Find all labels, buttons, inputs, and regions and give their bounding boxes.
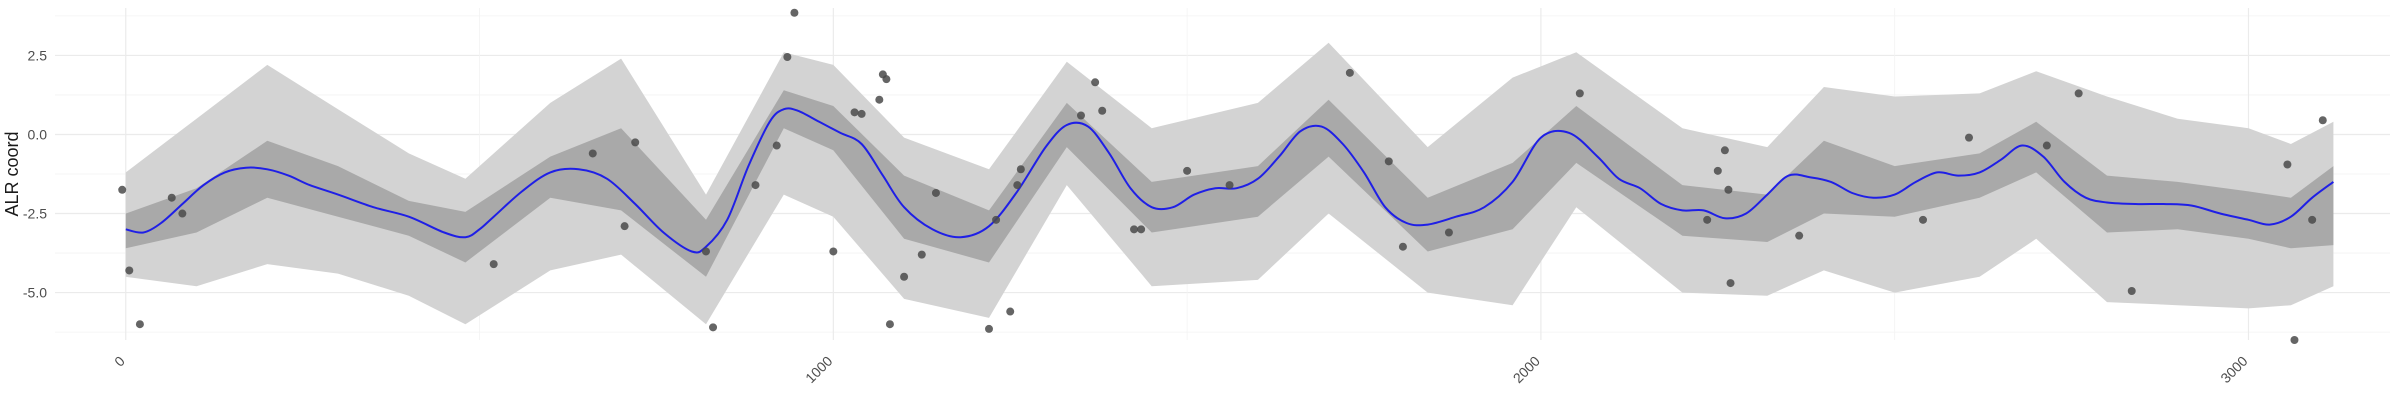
data-point bbox=[1225, 181, 1234, 190]
data-point bbox=[1795, 231, 1804, 240]
data-point bbox=[1013, 181, 1022, 190]
data-point bbox=[875, 95, 884, 104]
data-point bbox=[829, 247, 838, 256]
data-point bbox=[1183, 166, 1192, 175]
data-point bbox=[2127, 286, 2136, 295]
data-point bbox=[118, 185, 127, 194]
data-point bbox=[917, 250, 926, 259]
data-point bbox=[709, 323, 718, 332]
data-point bbox=[167, 193, 176, 202]
data-point bbox=[1384, 157, 1393, 166]
data-point bbox=[631, 138, 640, 147]
x-tick-label: 2000 bbox=[1510, 353, 1543, 386]
data-point bbox=[772, 141, 781, 150]
data-point bbox=[2074, 89, 2083, 98]
data-point bbox=[1091, 78, 1100, 87]
data-point bbox=[2308, 215, 2317, 224]
data-point bbox=[992, 215, 1001, 224]
data-point bbox=[2042, 141, 2051, 150]
data-point bbox=[1720, 146, 1729, 155]
data-points-layer bbox=[118, 8, 2327, 344]
data-point bbox=[1098, 106, 1107, 115]
data-point bbox=[783, 53, 792, 62]
x-tick-label: 1000 bbox=[802, 353, 835, 386]
data-point bbox=[1016, 165, 1025, 174]
data-point bbox=[885, 320, 894, 329]
data-point bbox=[620, 222, 629, 231]
data-point bbox=[1713, 166, 1722, 175]
trend-line bbox=[125, 107, 2334, 254]
data-point bbox=[1703, 215, 1712, 224]
data-point bbox=[1130, 225, 1139, 234]
data-point bbox=[135, 320, 144, 329]
y-tick-label: -5.0 bbox=[23, 285, 47, 301]
x-tick-label: 0 bbox=[111, 353, 128, 370]
data-point bbox=[1724, 185, 1733, 194]
data-point bbox=[489, 260, 498, 269]
data-point bbox=[125, 266, 134, 275]
trend-line-layer bbox=[125, 107, 2334, 254]
data-point bbox=[2290, 336, 2299, 344]
data-point bbox=[1398, 242, 1407, 251]
y-tick-label: 2.5 bbox=[28, 47, 48, 63]
data-point bbox=[588, 149, 597, 158]
data-point bbox=[900, 272, 909, 281]
data-point bbox=[1137, 225, 1146, 234]
x-tick-label: 3000 bbox=[2217, 353, 2250, 386]
data-point bbox=[1345, 68, 1354, 77]
data-point bbox=[751, 181, 760, 190]
data-point bbox=[2318, 116, 2327, 125]
data-point bbox=[790, 8, 799, 17]
data-point bbox=[1444, 228, 1453, 237]
data-point bbox=[931, 188, 940, 197]
data-point bbox=[1964, 133, 1973, 142]
y-tick-label: -2.5 bbox=[23, 206, 47, 222]
data-point bbox=[985, 324, 993, 333]
data-point bbox=[857, 109, 866, 118]
data-point bbox=[701, 247, 710, 256]
data-point bbox=[882, 75, 891, 84]
data-point bbox=[2283, 160, 2292, 169]
y-tick-label: 0.0 bbox=[28, 126, 48, 142]
data-point bbox=[1006, 307, 1015, 316]
data-point bbox=[1726, 279, 1735, 288]
data-point bbox=[850, 108, 859, 117]
data-point bbox=[178, 209, 187, 218]
data-point bbox=[1076, 111, 1085, 120]
data-point bbox=[1919, 215, 1927, 224]
y-axis-title: ALR coord bbox=[2, 131, 22, 216]
data-point bbox=[1575, 89, 1584, 98]
